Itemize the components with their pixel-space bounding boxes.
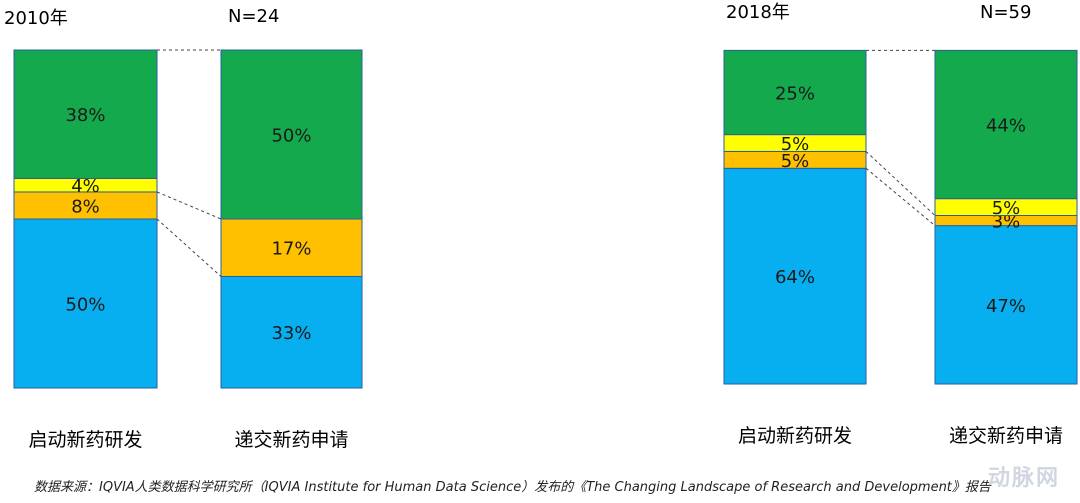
panel-2-connector-2 xyxy=(865,151,936,216)
source-note: 数据来源：IQVIA人类数据科学研究所（IQVIA Institute for … xyxy=(34,480,991,495)
panel-1-bar-1-segment-orange xyxy=(13,191,158,220)
panel-2-bar-1-label-orange: 5% xyxy=(781,151,810,172)
panel-1-bar-1-segment-green xyxy=(13,49,158,179)
panel-1-bar-2-segment-green xyxy=(220,49,363,220)
panel-2-connector-1 xyxy=(865,167,936,226)
watermark-logo: 动脉网 xyxy=(987,466,1060,491)
panel-2-bar-2-label-yellow: 5% xyxy=(992,198,1021,219)
panel-1-bar-2-label-green: 50% xyxy=(271,126,311,147)
panel-2-bar-1-label-green: 25% xyxy=(775,83,815,104)
panel-2-bar-2-segment-blue xyxy=(934,225,1078,385)
panel-1-bar-1-label-green: 38% xyxy=(65,105,105,126)
panel-1-bar-2-segment-blue xyxy=(220,275,363,389)
panel-1-connector-1 xyxy=(156,218,222,277)
panel-1-bar-1-label-orange: 8% xyxy=(71,196,100,217)
panel-2-bar-1-label-yellow: 5% xyxy=(781,134,810,155)
panel-1-bar-2-label-orange: 17% xyxy=(271,239,311,260)
panel-2-bar-2-label-green: 44% xyxy=(986,116,1026,137)
panel-2-bar-1-label-blue: 64% xyxy=(775,267,815,288)
panel-2-bar-1-segment-green xyxy=(723,49,867,136)
panel-2-bar-2-label-blue: 47% xyxy=(986,296,1026,317)
panel-1-bar-1-segment-blue xyxy=(13,218,158,389)
panel-1-count-label: N=24 xyxy=(228,6,279,27)
panel-1-category-label-1: 启动新药研发 xyxy=(28,429,142,451)
panel-2-bar-2-label-orange: 3% xyxy=(992,212,1021,233)
panel-2-category-label-2: 递交新药申请 xyxy=(949,425,1063,447)
panel-1-title: 2010年 xyxy=(4,8,68,29)
panel-1-category-label-2: 递交新药申请 xyxy=(234,429,348,451)
panel-2-bar-2-segment-green xyxy=(934,49,1078,200)
panel-2-count-label: N=59 xyxy=(980,2,1031,23)
panel-2-title: 2018年 xyxy=(726,2,790,23)
panel-1-connector-2 xyxy=(156,191,222,220)
panel-1-bar-1-label-yellow: 4% xyxy=(71,176,100,197)
panel-1-bar-2-label-blue: 33% xyxy=(271,323,311,344)
panel-1-bar-1-label-blue: 50% xyxy=(65,295,105,316)
panel-1-bar-2-segment-orange xyxy=(220,218,363,277)
panel-2-category-label-1: 启动新药研发 xyxy=(738,425,852,447)
panel-2-bar-1-segment-blue xyxy=(723,167,867,385)
